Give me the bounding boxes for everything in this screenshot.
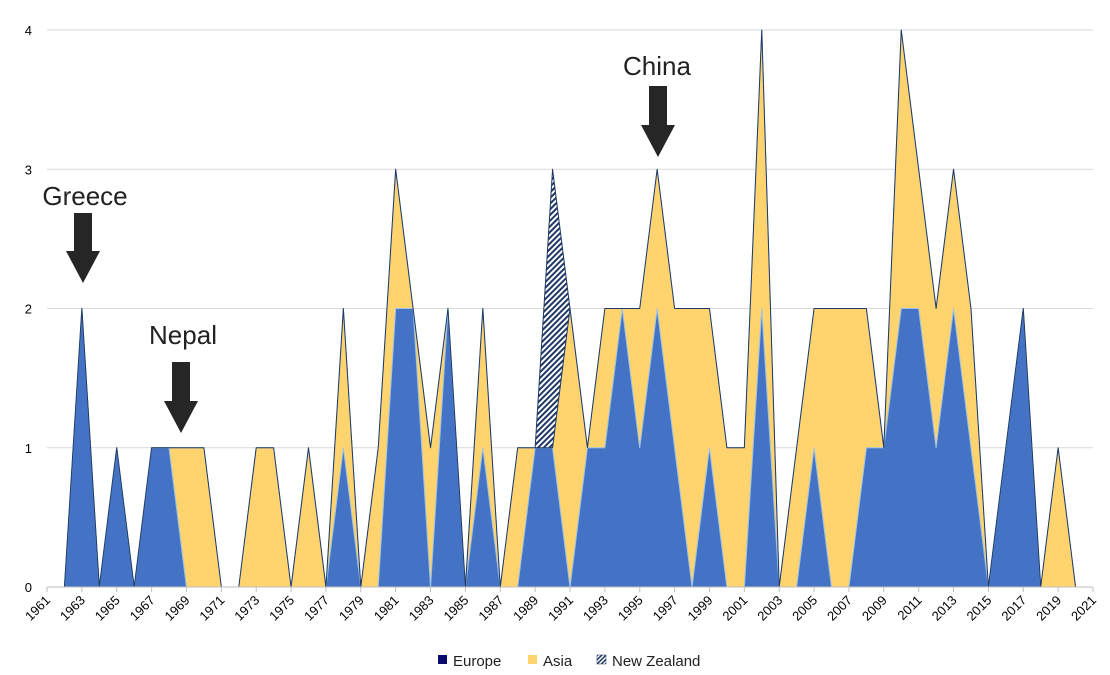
x-tick-label: 1967	[127, 593, 158, 624]
annotation-arrow-china	[641, 86, 675, 157]
annotation-arrow-greece	[66, 213, 100, 283]
x-tick-label: 1991	[545, 593, 576, 624]
annotation-china: China	[623, 51, 691, 81]
x-tick-label: 1993	[580, 593, 611, 624]
y-tick-label: 3	[25, 162, 32, 177]
x-tick-label: 1975	[266, 593, 297, 624]
x-tick-label: 2003	[754, 593, 785, 624]
x-tick-label: 2005	[789, 593, 820, 624]
y-tick-label: 1	[25, 441, 32, 456]
annotation-nepal: Nepal	[149, 320, 217, 350]
x-tick-label: 2019	[1033, 593, 1064, 624]
y-tick-label: 2	[25, 302, 32, 317]
x-tick-label: 1999	[685, 593, 716, 624]
y-tick-label: 4	[25, 23, 32, 38]
x-tick-label: 2001	[719, 593, 750, 624]
legend-label-asia: Asia	[543, 653, 573, 670]
x-tick-label: 1961	[22, 593, 53, 624]
legend-swatch-europe	[438, 655, 447, 664]
x-tick-label: 1997	[650, 593, 681, 624]
x-tick-label: 1983	[406, 593, 437, 624]
annotation-greece: Greece	[42, 181, 127, 211]
x-tick-label: 1973	[231, 593, 262, 624]
legend-swatch-new-zealand	[596, 654, 607, 665]
x-tick-label: 2017	[998, 593, 1029, 624]
x-tick-label: 1971	[196, 593, 227, 624]
x-tick-label: 1979	[336, 593, 367, 624]
x-tick-label: 2021	[1068, 593, 1099, 624]
x-tick-label: 1995	[615, 593, 646, 624]
annotations: Greece Nepal China	[42, 51, 692, 433]
x-tick-label: 1981	[371, 593, 402, 624]
x-tick-label: 1985	[440, 593, 471, 624]
annotation-arrow-nepal	[164, 362, 198, 433]
y-tick-label: 0	[25, 580, 32, 595]
legend-label-new-zealand: New Zealand	[612, 653, 700, 670]
x-tick-label: 1989	[510, 593, 541, 624]
x-tick-label: 1987	[475, 593, 506, 624]
x-tick-label: 1963	[57, 593, 88, 624]
x-tick-label: 2011	[894, 593, 924, 623]
x-tick-label: 1977	[301, 593, 332, 624]
legend-swatch-asia	[528, 655, 537, 664]
x-tick-label: 1969	[162, 593, 193, 624]
x-tick-label: 2009	[859, 593, 890, 624]
legend: Europe Asia New Zealand	[438, 653, 700, 670]
legend-label-europe: Europe	[453, 653, 501, 670]
x-tick-label: 2007	[824, 593, 855, 624]
x-tick-label: 2013	[929, 593, 960, 624]
x-tick-label: 1965	[92, 593, 123, 624]
x-tick-label: 2015	[963, 593, 994, 624]
